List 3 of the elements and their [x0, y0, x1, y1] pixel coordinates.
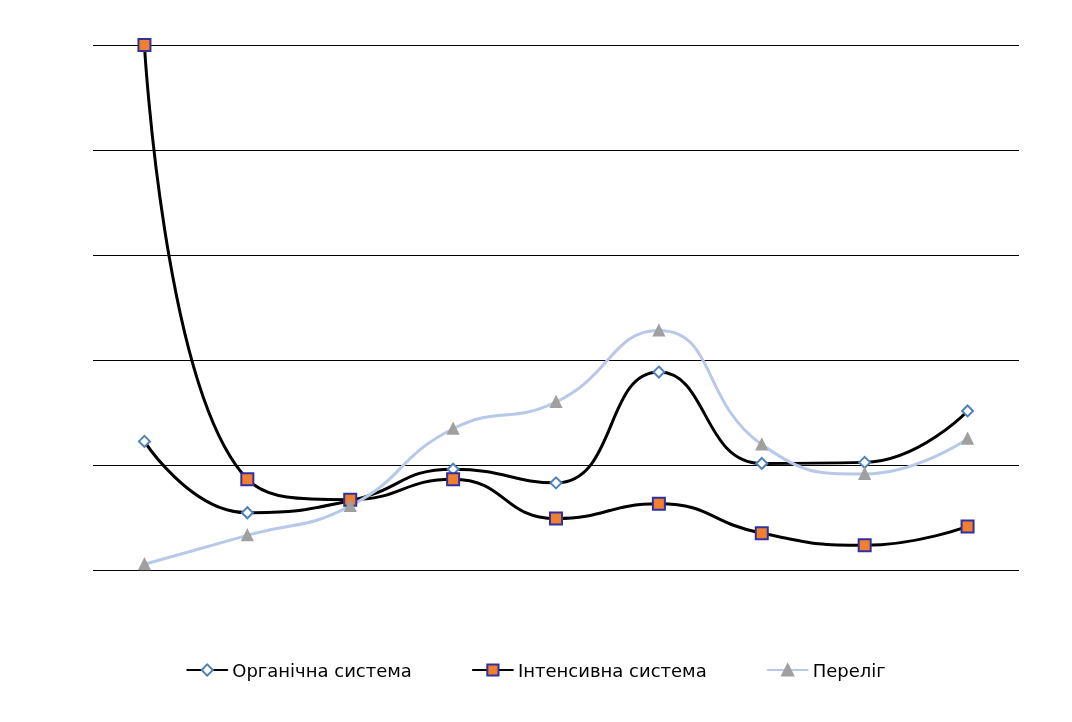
legend-label: Органічна система — [232, 659, 412, 681]
legend-label: Переліг — [812, 659, 886, 681]
legend-label: Інтенсивна система — [517, 659, 707, 681]
